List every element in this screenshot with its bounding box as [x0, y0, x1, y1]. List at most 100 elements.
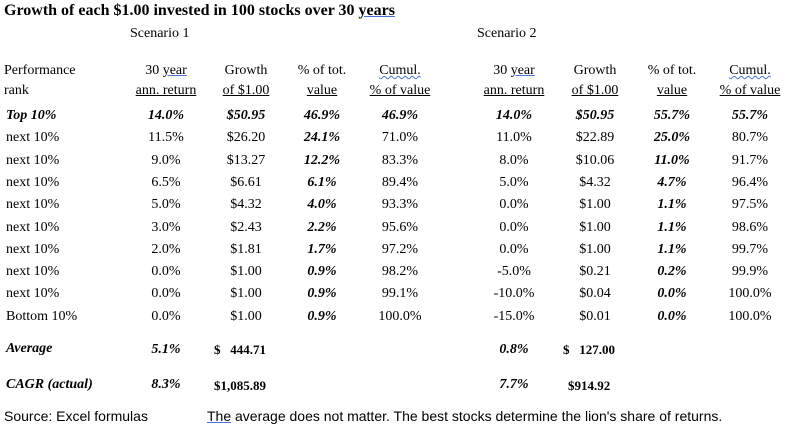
- cell-s2-return: 0.0%: [499, 197, 529, 212]
- header-s1-growth: Growth of $1.00: [212, 61, 280, 101]
- header-pct-line2-wrap: value: [288, 81, 356, 101]
- cell-s2-pct: 1.1%: [657, 242, 687, 257]
- cell-s1-growth: $26.20: [226, 130, 266, 145]
- header-pct-line2: value: [306, 83, 338, 98]
- cell-s2-growth: $1.00: [579, 242, 611, 257]
- cell-s2-return: 11.0%: [496, 130, 532, 145]
- cell-s2-growth: $22.89: [575, 130, 615, 145]
- header-return-line1-b: year: [162, 63, 187, 78]
- cell-s2-return: 5.0%: [499, 175, 529, 190]
- cell-s2-cum: 55.7%: [731, 108, 769, 123]
- footer-note-text: average does not matter. The best stocks…: [231, 408, 723, 424]
- cell-s1-cum: 100.0%: [378, 309, 422, 324]
- cell-s2-growth: $1.00: [579, 220, 611, 235]
- cagr-s1-value: $1,085.89: [214, 378, 266, 393]
- cell-s1-cum: 46.9%: [381, 108, 419, 123]
- header-rank-line2: rank: [4, 83, 29, 98]
- header-s2-growth: Growth of $1.00: [560, 61, 630, 101]
- cell-s1-pct: 24.1%: [303, 130, 341, 145]
- cell-s2-pct: 1.1%: [657, 220, 687, 235]
- cell-s1-cum: 95.6%: [381, 220, 419, 235]
- cell-s2-growth: $0.01: [579, 309, 611, 324]
- header-return-line1: 30 year: [476, 61, 552, 81]
- cell-s2-return: 0.0%: [499, 220, 529, 235]
- cell-s2-return: 0.0%: [499, 242, 529, 257]
- header-growth-line2-wrap: of $1.00: [560, 81, 630, 101]
- cell-s1-growth: $1.00: [230, 286, 262, 301]
- header-growth-line1: Growth: [224, 63, 268, 78]
- cell-s2-pct: 11.0%: [654, 153, 690, 168]
- cell-s2-cum: 96.4%: [731, 175, 769, 190]
- row-rank: next 10%: [6, 197, 60, 212]
- cell-s1-cum: 83.3%: [381, 153, 419, 168]
- scenario-2-label: Scenario 2: [477, 26, 537, 41]
- cell-s2-cum: 99.9%: [731, 264, 769, 279]
- header-cum-line2: % of value: [719, 83, 781, 98]
- cell-s1-pct: 0.9%: [307, 309, 337, 324]
- cell-s2-pct: 25.0%: [653, 130, 691, 145]
- cell-s2-growth: $50.95: [575, 108, 615, 123]
- row-rank: next 10%: [6, 242, 60, 257]
- header-pct-line1: % of tot.: [297, 63, 347, 78]
- average-s2-return: 0.8%: [499, 342, 529, 357]
- cell-s1-cum: 89.4%: [381, 175, 419, 190]
- row-rank: next 10%: [6, 153, 60, 168]
- header-return-line1-b: year: [510, 63, 535, 78]
- row-rank: Top 10%: [6, 108, 57, 123]
- footer-note: The average does not matter. The best st…: [207, 408, 722, 424]
- cell-s2-pct: 55.7%: [653, 108, 691, 123]
- header-pct-line2-wrap: value: [638, 81, 706, 101]
- header-rank: Performance rank: [4, 61, 76, 101]
- cell-s2-cum: 97.5%: [731, 197, 769, 212]
- header-s1-pct: % of tot. value: [288, 61, 356, 101]
- cell-s2-cum: 80.7%: [731, 130, 769, 145]
- cell-s2-pct: 0.0%: [657, 309, 687, 324]
- header-cum-line1: Cumul.: [379, 63, 421, 78]
- header-rank-line1: Performance: [4, 63, 76, 78]
- header-s1-cum: Cumul. % of value: [358, 61, 442, 101]
- cell-s1-growth: $1.00: [230, 309, 262, 324]
- cell-s1-pct: 12.2%: [303, 153, 341, 168]
- row-rank: next 10%: [6, 220, 60, 235]
- cell-s1-return: 11.5%: [148, 130, 184, 145]
- average-s2-value: $ 127.00: [563, 342, 615, 357]
- cell-s1-growth: $50.95: [226, 108, 266, 123]
- cell-s1-growth: $6.61: [230, 175, 262, 190]
- cell-s1-growth: $1.81: [230, 242, 262, 257]
- header-s1-return: 30 year ann. return: [128, 61, 204, 101]
- header-s2-cum: Cumul. % of value: [708, 61, 792, 101]
- scenario-1-label: Scenario 1: [130, 26, 190, 41]
- cell-s2-pct: 0.2%: [657, 264, 687, 279]
- cagr-s2-value: $914.92: [568, 378, 611, 393]
- cell-s2-cum: 100.0%: [728, 286, 772, 301]
- table-title: Growth of each $1.00 invested in 100 sto…: [4, 2, 395, 20]
- header-return-line1-a: 30: [493, 63, 511, 78]
- cell-s2-return: -15.0%: [493, 309, 535, 324]
- row-rank: next 10%: [6, 130, 60, 145]
- header-cum-line2-wrap: % of value: [708, 81, 792, 101]
- cell-s1-return: 0.0%: [151, 286, 181, 301]
- header-cum-line2: % of value: [369, 83, 431, 98]
- header-return-line1-a: 30: [145, 63, 163, 78]
- row-rank: next 10%: [6, 175, 60, 190]
- cell-s1-return: 3.0%: [151, 220, 181, 235]
- header-s2-pct: % of tot. value: [638, 61, 706, 101]
- cell-s1-growth: $4.32: [230, 197, 262, 212]
- cell-s1-pct: 1.7%: [307, 242, 337, 257]
- cell-s1-pct: 4.0%: [307, 197, 337, 212]
- cell-s1-growth: $2.43: [230, 220, 262, 235]
- cell-s1-return: 14.0%: [147, 108, 185, 123]
- header-cum-line2-wrap: % of value: [358, 81, 442, 101]
- cell-s2-growth: $10.06: [575, 153, 615, 168]
- footer-note-first-word: The: [207, 408, 232, 424]
- cell-s1-pct: 6.1%: [307, 175, 337, 190]
- cell-s2-cum: 91.7%: [731, 153, 769, 168]
- cagr-s2-return: 7.7%: [499, 377, 529, 392]
- cell-s1-return: 0.0%: [151, 264, 181, 279]
- cell-s2-return: 14.0%: [495, 108, 533, 123]
- cell-s1-return: 5.0%: [151, 197, 181, 212]
- cell-s1-cum: 97.2%: [381, 242, 419, 257]
- header-cum-line1: Cumul.: [729, 63, 771, 78]
- cell-s2-growth: $1.00: [579, 197, 611, 212]
